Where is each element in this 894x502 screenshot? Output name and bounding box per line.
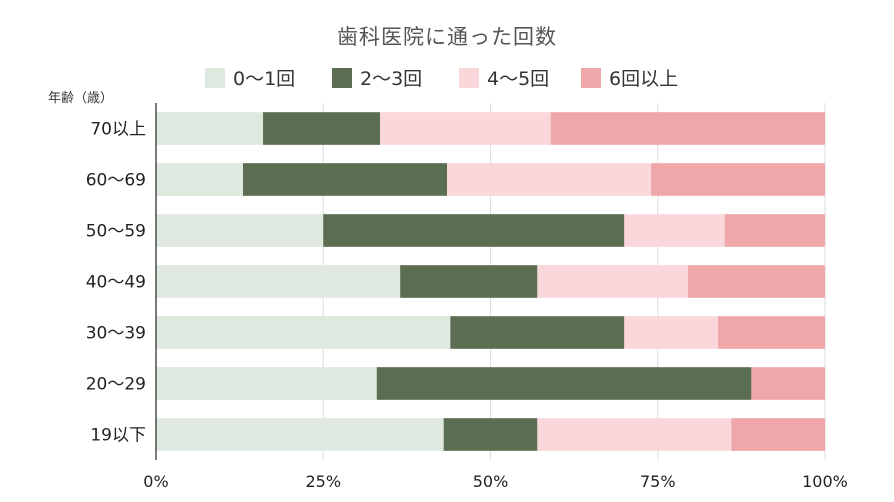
bar-segment-s2: [624, 316, 718, 349]
x-tick-label: 100%: [802, 472, 848, 491]
bar-segment-s2: [447, 163, 652, 196]
category-label: 50～59: [86, 222, 146, 242]
bar-segment-s1: [443, 418, 538, 451]
bar-segment-s1: [400, 265, 538, 298]
legend-label: 4～5回: [487, 68, 549, 90]
bar-segment-s1: [242, 163, 448, 196]
bar-segment-s1: [263, 112, 381, 145]
legend-swatch: [332, 68, 352, 88]
bar-segment-s0: [156, 214, 324, 247]
bar-segment-s2: [537, 265, 688, 298]
legend-swatch: [581, 68, 601, 88]
category-label: 70以上: [90, 120, 146, 140]
bar-segment-s3: [687, 265, 825, 298]
legend-label: 2～3回: [360, 68, 422, 90]
x-tick-label: 25%: [305, 472, 341, 491]
bar-segment-s3: [724, 214, 825, 247]
chart-title: 歯科医院に通った回数: [337, 25, 557, 49]
x-tick-label: 0%: [143, 472, 168, 491]
legend-swatch: [459, 68, 479, 88]
bar-segment-s2: [537, 418, 732, 451]
category-labels: 70以上 60～69 50～59 40～49 30～39 20～29 19以下: [86, 120, 146, 446]
bar-segment-s3: [651, 163, 825, 196]
bar-segment-s3: [550, 112, 825, 145]
category-label: 40～49: [86, 273, 146, 293]
bar-segment-s1: [450, 316, 625, 349]
x-tick-label: 50%: [473, 472, 509, 491]
bar-segment-s1: [376, 367, 752, 400]
legend-label: 0～1回: [233, 68, 295, 90]
category-label: 20～29: [86, 375, 146, 395]
bar-segment-s1: [323, 214, 625, 247]
legend-swatch: [205, 68, 225, 88]
bar-segment-s2: [624, 214, 725, 247]
legend-label: 6回以上: [609, 68, 678, 90]
bar-segment-s0: [156, 367, 377, 400]
bar-segment-s0: [156, 418, 444, 451]
bar-segment-s3: [751, 367, 825, 400]
bar-segment-s0: [156, 112, 264, 145]
category-label: 19以下: [90, 426, 146, 446]
category-label: 60～69: [86, 171, 146, 191]
bar-segment-s3: [731, 418, 825, 451]
category-label: 30～39: [86, 324, 146, 344]
bar-segment-s0: [156, 163, 243, 196]
x-tick-label: 75%: [640, 472, 676, 491]
bars: [156, 112, 825, 451]
bar-segment-s0: [156, 316, 451, 349]
bar-segment-s2: [380, 112, 551, 145]
x-tick-labels: 0% 25% 50% 75% 100%: [143, 472, 848, 491]
legend: 0～1回 2～3回 4～5回 6回以上: [205, 68, 678, 90]
y-axis-title: 年齢（歳）: [48, 91, 113, 106]
bar-segment-s0: [156, 265, 401, 298]
bar-segment-s3: [717, 316, 825, 349]
